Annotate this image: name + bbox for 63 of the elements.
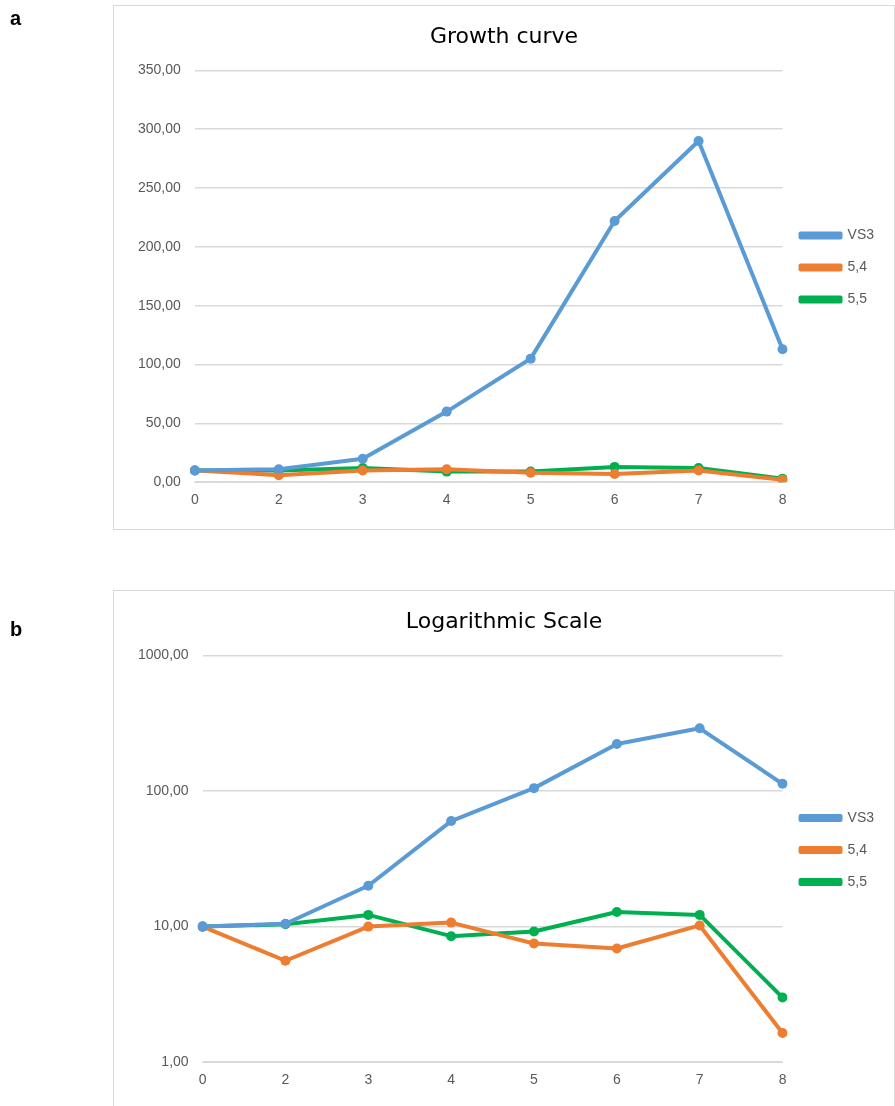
x-tick-label: 6	[610, 491, 619, 508]
point	[693, 135, 704, 146]
point	[525, 353, 536, 364]
point	[446, 816, 457, 827]
point	[363, 921, 374, 932]
x-tick-label: 2	[281, 1071, 290, 1088]
point	[694, 909, 705, 920]
legend-label: 5,4	[847, 258, 868, 275]
chart-title: Growth curve	[429, 22, 579, 48]
legend-label: VS3	[847, 808, 875, 825]
x-tick-label: 0	[190, 491, 199, 508]
point	[529, 938, 539, 949]
y-tick-label: 1,00	[161, 1053, 189, 1070]
y-tick-label: 150,00	[137, 296, 182, 313]
legend-label: VS3	[847, 226, 875, 243]
y-tick-label: 200,00	[137, 237, 182, 254]
point	[777, 344, 788, 355]
legend-label: 5,4	[847, 840, 868, 857]
point	[529, 783, 539, 794]
legend-label: 5,5	[847, 290, 868, 307]
point	[446, 917, 457, 928]
y-tick-label: 100,00	[145, 781, 189, 798]
point	[441, 406, 452, 417]
x-tick-label: 7	[695, 1071, 704, 1088]
point	[280, 955, 291, 966]
y-tick-label: 10,00	[153, 917, 189, 934]
x-tick-label: 7	[694, 491, 703, 508]
x-tick-label: 3	[364, 1071, 373, 1088]
y-tick-label: 0,00	[153, 473, 182, 490]
y-tick-label: 100,00	[137, 355, 182, 372]
x-tick-label: 8	[778, 1071, 787, 1088]
legend-label: 5,5	[847, 872, 868, 889]
point	[611, 907, 622, 918]
point	[529, 926, 539, 937]
chart-title: Logarithmic Scale	[405, 607, 603, 633]
x-tick-label: 5	[526, 491, 535, 508]
x-tick-label: 6	[612, 1071, 621, 1088]
y-tick-label: 250,00	[137, 178, 182, 195]
x-tick-label: 0	[198, 1071, 207, 1088]
y-tick-label: 1000,00	[138, 646, 189, 663]
text: a	[10, 7, 22, 30]
point	[777, 778, 788, 789]
point	[609, 468, 620, 479]
point	[611, 943, 622, 954]
point	[611, 739, 622, 750]
y-tick-label: 350,00	[137, 61, 182, 78]
x-tick-label: 8	[778, 491, 787, 508]
point	[363, 909, 374, 920]
x-tick-label: 4	[442, 491, 451, 508]
point	[363, 880, 374, 891]
x-tick-label: 2	[274, 491, 283, 508]
point	[694, 920, 705, 931]
x-tick-label: 4	[447, 1071, 456, 1088]
point	[694, 723, 705, 734]
point	[609, 216, 620, 226]
point	[446, 931, 457, 942]
text: b	[10, 618, 23, 641]
point	[777, 1028, 788, 1039]
y-tick-label: 50,00	[145, 414, 182, 431]
point	[357, 453, 368, 464]
x-tick-label: 5	[530, 1071, 539, 1088]
x-tick-label: 3	[358, 491, 367, 508]
y-tick-label: 300,00	[137, 120, 182, 137]
